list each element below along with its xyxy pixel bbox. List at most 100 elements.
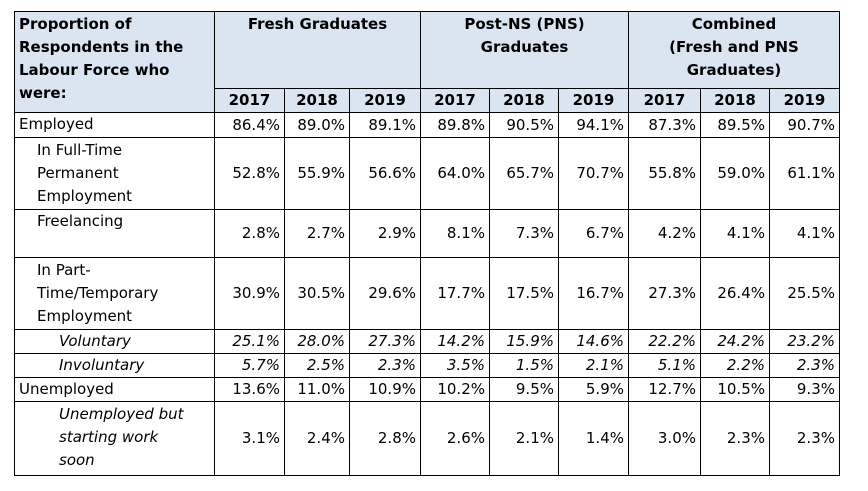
table-cell: 25.5% (769, 257, 840, 330)
table-cell: 87.3% (628, 112, 701, 138)
table-cell: 2.3% (349, 353, 421, 378)
table-cell: 56.6% (349, 137, 421, 210)
table-cell: 2.3% (769, 353, 840, 378)
table-cell: 86.4% (214, 112, 285, 138)
table-cell: 9.3% (769, 377, 840, 402)
table-cell: 1.5% (489, 353, 559, 378)
table-cell: 15.9% (489, 329, 559, 354)
year-header: 2017 (214, 88, 285, 113)
table-cell: 6.7% (558, 209, 629, 258)
table-cell: 2.3% (700, 401, 770, 476)
corner-header: Proportion of Respondents in the Labour … (14, 11, 215, 113)
table-cell: 2.2% (700, 353, 770, 378)
table-cell: 94.1% (558, 112, 629, 138)
table-cell: 2.1% (489, 401, 559, 476)
table-cell: 27.3% (628, 257, 701, 330)
table-cell: 4.2% (628, 209, 701, 258)
labour-force-table: Proportion of Respondents in the Labour … (14, 11, 840, 476)
table-row-employed: Employed 86.4% 89.0% 89.1% 89.8% 90.5% 9… (14, 112, 840, 138)
table-cell: 2.7% (284, 209, 350, 258)
table-cell: 2.8% (214, 209, 285, 258)
table-row-full-time: In Full-Time Permanent Employment 52.8% … (14, 137, 840, 210)
table-cell: 5.9% (558, 377, 629, 402)
table-cell: 4.1% (769, 209, 840, 258)
table-cell: 2.8% (349, 401, 421, 476)
table-cell: 12.7% (628, 377, 701, 402)
table-cell: 17.5% (489, 257, 559, 330)
table-cell: 89.1% (349, 112, 421, 138)
table-cell: 14.6% (558, 329, 629, 354)
row-label: In Full-Time Permanent Employment (14, 137, 215, 210)
table-cell: 55.9% (284, 137, 350, 210)
table-cell: 13.6% (214, 377, 285, 402)
table-cell: 2.6% (420, 401, 490, 476)
table-cell: 90.5% (489, 112, 559, 138)
table-cell: 29.6% (349, 257, 421, 330)
table-cell: 64.0% (420, 137, 490, 210)
row-label: Freelancing (14, 209, 215, 258)
table-row-freelancing: Freelancing 2.8% 2.7% 2.9% 8.1% 7.3% 6.7… (14, 209, 840, 258)
table-cell: 10.5% (700, 377, 770, 402)
table-cell: 24.2% (700, 329, 770, 354)
table-cell: 9.5% (489, 377, 559, 402)
row-label: Unemployed but starting work soon (14, 401, 215, 476)
table-cell: 5.7% (214, 353, 285, 378)
table-row-involuntary: Involuntary 5.7% 2.5% 2.3% 3.5% 1.5% 2.1… (14, 353, 840, 378)
table-row-part-time: In Part- Time/Temporary Employment 30.9%… (14, 257, 840, 330)
table-cell: 61.1% (769, 137, 840, 210)
group-header-fresh: Fresh Graduates (214, 11, 421, 89)
table-cell: 55.8% (628, 137, 701, 210)
table-cell: 4.1% (700, 209, 770, 258)
year-header: 2018 (700, 88, 770, 113)
row-label: In Part- Time/Temporary Employment (14, 257, 215, 330)
year-header: 2019 (769, 88, 840, 113)
year-header: 2018 (489, 88, 559, 113)
table-cell: 89.8% (420, 112, 490, 138)
table-row-voluntary: Voluntary 25.1% 28.0% 27.3% 14.2% 15.9% … (14, 329, 840, 354)
table-cell: 16.7% (558, 257, 629, 330)
table-cell: 8.1% (420, 209, 490, 258)
table-cell: 2.1% (558, 353, 629, 378)
table-cell: 17.7% (420, 257, 490, 330)
table-cell: 65.7% (489, 137, 559, 210)
table-row-unemployed: Unemployed 13.6% 11.0% 10.9% 10.2% 9.5% … (14, 377, 840, 402)
table-cell: 3.1% (214, 401, 285, 476)
year-header: 2017 (420, 88, 490, 113)
table-cell: 1.4% (558, 401, 629, 476)
year-header: 2018 (284, 88, 350, 113)
row-label: Voluntary (14, 329, 215, 354)
table-cell: 11.0% (284, 377, 350, 402)
year-header: 2019 (558, 88, 629, 113)
table-cell: 3.0% (628, 401, 701, 476)
table-cell: 89.0% (284, 112, 350, 138)
year-header: 2019 (349, 88, 421, 113)
table-cell: 70.7% (558, 137, 629, 210)
table-cell: 26.4% (700, 257, 770, 330)
group-header-pns: Post-NS (PNS) Graduates (420, 11, 629, 89)
table-cell: 2.3% (769, 401, 840, 476)
table-cell: 10.2% (420, 377, 490, 402)
table-cell: 30.9% (214, 257, 285, 330)
table-cell: 2.4% (284, 401, 350, 476)
table-cell: 2.9% (349, 209, 421, 258)
table-cell: 7.3% (489, 209, 559, 258)
table-cell: 52.8% (214, 137, 285, 210)
table-cell: 10.9% (349, 377, 421, 402)
row-label: Involuntary (14, 353, 215, 378)
table-cell: 89.5% (700, 112, 770, 138)
table-cell: 14.2% (420, 329, 490, 354)
table-cell: 22.2% (628, 329, 701, 354)
group-header-combined: Combined (Fresh and PNS Graduates) (628, 11, 840, 89)
table-cell: 23.2% (769, 329, 840, 354)
table-cell: 3.5% (420, 353, 490, 378)
table-cell: 30.5% (284, 257, 350, 330)
table-cell: 25.1% (214, 329, 285, 354)
table-cell: 5.1% (628, 353, 701, 378)
table-cell: 59.0% (700, 137, 770, 210)
row-label: Employed (14, 112, 215, 138)
table-cell: 2.5% (284, 353, 350, 378)
table-row-starting-soon: Unemployed but starting work soon 3.1% 2… (14, 401, 840, 476)
table-cell: 90.7% (769, 112, 840, 138)
table-cell: 27.3% (349, 329, 421, 354)
row-label: Unemployed (14, 377, 215, 402)
